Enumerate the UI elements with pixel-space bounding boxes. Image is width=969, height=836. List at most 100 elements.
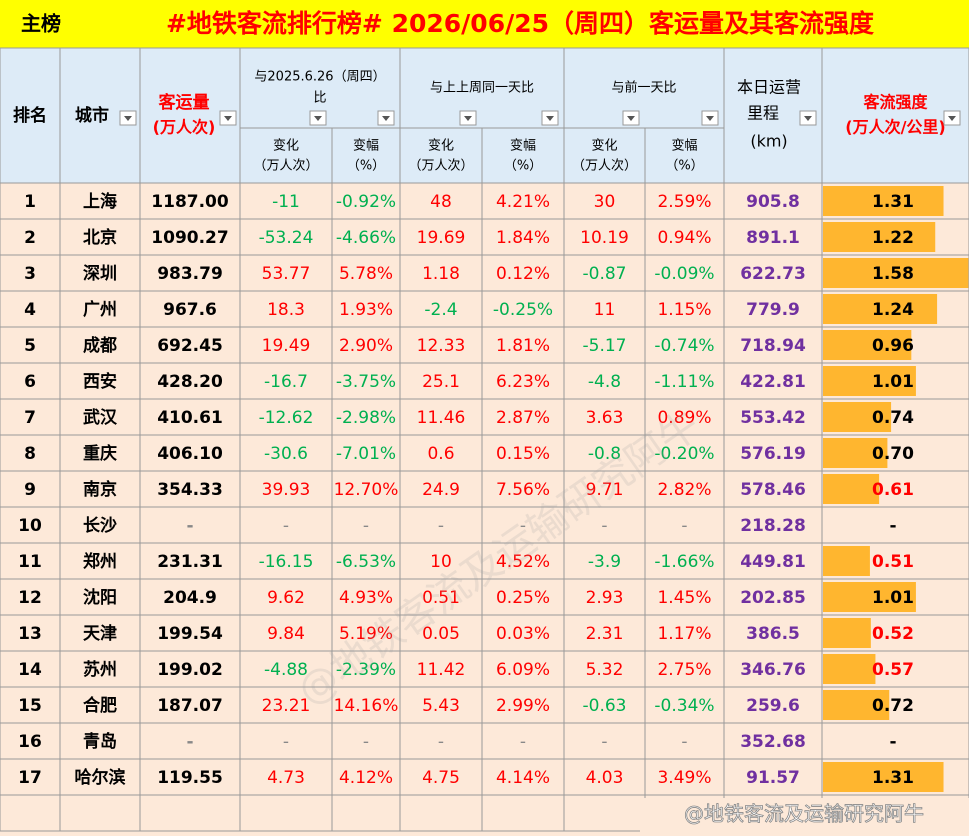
cell: 2.59%: [657, 192, 711, 212]
cell: 1.31: [872, 768, 914, 788]
cell: -16.15: [259, 552, 314, 572]
header-text: （万人次）: [572, 158, 637, 174]
cell: 187.07: [157, 696, 223, 716]
cell: 9.71: [586, 480, 624, 500]
intensity-bar: [823, 618, 871, 648]
title-bg: [82, 0, 969, 48]
cell: 成都: [83, 335, 117, 356]
cell: 19.69: [417, 228, 466, 248]
cell: 25.1: [422, 372, 460, 392]
header-text: 变幅: [353, 138, 379, 154]
cell: -: [283, 732, 289, 752]
cell: 428.20: [157, 372, 223, 392]
cell: -: [601, 516, 607, 536]
cell: 4.14%: [496, 768, 550, 788]
filter-arrow: [948, 116, 956, 121]
cell: 1.84%: [496, 228, 550, 248]
cell: 23.21: [262, 696, 311, 716]
header-text: 变化: [591, 138, 617, 154]
intensity-bar: [823, 402, 892, 432]
cell: 重庆: [83, 443, 117, 464]
cell: 哈尔滨: [75, 767, 126, 788]
cell: 3: [24, 264, 36, 284]
cell: 967.6: [163, 300, 217, 320]
header-text: 变幅: [510, 138, 536, 154]
cell: 30: [594, 192, 616, 212]
cell: 4.03: [586, 768, 624, 788]
cell: 14: [18, 660, 42, 680]
cell: 0.89%: [657, 408, 711, 428]
cell: 5: [24, 336, 36, 356]
cell: -5.17: [583, 336, 627, 356]
cell: 15: [18, 696, 42, 716]
cell: 218.28: [740, 516, 806, 536]
watermark: @地铁客流及运输研究阿牛: [684, 802, 924, 826]
cell: 346.76: [740, 660, 806, 680]
cell: 1.18: [422, 264, 460, 284]
cell: 1.45%: [657, 588, 711, 608]
cell: 苏州: [83, 659, 117, 680]
cell: 天津: [83, 623, 117, 644]
intensity-bar: [823, 258, 969, 288]
cell: 204.9: [163, 588, 217, 608]
cell: -: [889, 732, 896, 752]
watermark-bg: [640, 798, 969, 832]
cell: -4.66%: [336, 228, 396, 248]
cell: 南京: [83, 479, 117, 500]
cell: 352.68: [740, 732, 806, 752]
header-text: 与2025.6.26（周四）: [254, 70, 385, 85]
cell: 6.23%: [496, 372, 550, 392]
cell: -30.6: [264, 444, 308, 464]
cell: 3.63: [586, 408, 624, 428]
cell: 0.72: [872, 696, 914, 716]
cell: -2.98%: [336, 408, 396, 428]
cell: 武汉: [83, 407, 118, 428]
cell: 2.99%: [496, 696, 550, 716]
cell: -3.9: [588, 552, 621, 572]
cell: 0.96: [872, 336, 914, 356]
cell: 12: [18, 588, 42, 608]
cell: 4: [24, 300, 36, 320]
cell: 1187.00: [151, 192, 229, 212]
cell: -11: [272, 192, 300, 212]
cell: -: [681, 732, 687, 752]
cell: -7.01%: [336, 444, 396, 464]
cell: 4.93%: [339, 588, 393, 608]
intensity-bar: [823, 366, 916, 396]
cell: -12.62: [259, 408, 314, 428]
cell: 199.02: [157, 660, 223, 680]
cell: 259.6: [746, 696, 800, 716]
cell: 11: [18, 552, 42, 572]
cell: 18.3: [267, 300, 305, 320]
filter-arrow: [464, 116, 472, 121]
cell: -: [438, 516, 444, 536]
cell: -0.34%: [654, 696, 714, 716]
header-text: 本日运营: [737, 78, 801, 97]
cell: 19.49: [262, 336, 311, 356]
cell: -4.8: [588, 372, 621, 392]
cell: 5.19%: [339, 624, 393, 644]
cell: 1.24: [872, 300, 914, 320]
intensity-bar: [823, 474, 880, 504]
cell: 10: [18, 516, 42, 536]
cell: 0.03%: [496, 624, 550, 644]
intensity-bar: [823, 438, 888, 468]
header-text: 城市: [75, 105, 109, 126]
cell: 0.51: [422, 588, 460, 608]
cell: 1.58: [872, 264, 914, 284]
tag-bg: [0, 0, 82, 48]
cell: 1.81%: [496, 336, 550, 356]
cell: -1.11%: [654, 372, 714, 392]
cell: -: [363, 732, 369, 752]
header-text: 变幅: [671, 138, 697, 154]
header-text: 变化: [273, 138, 299, 154]
cell: 231.31: [157, 552, 223, 572]
header-text: （万人次）: [253, 158, 318, 174]
cell: 17: [18, 768, 42, 788]
cell: 4.52%: [496, 552, 550, 572]
cell: 2: [24, 228, 36, 248]
cell: 1.17%: [657, 624, 711, 644]
cell: 39.93: [262, 480, 311, 500]
header-text: （%）: [665, 159, 703, 174]
cell: 广州: [83, 299, 117, 320]
